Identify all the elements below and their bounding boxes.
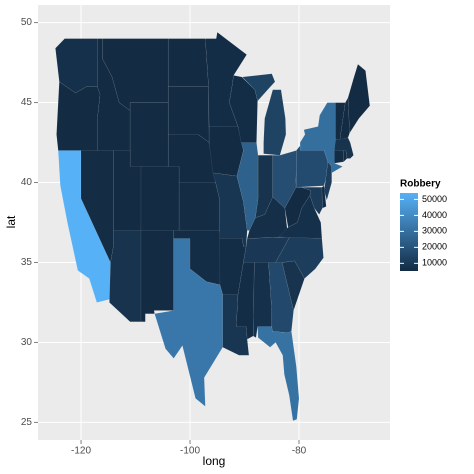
state-region xyxy=(56,81,101,151)
state-region xyxy=(129,102,169,167)
state-region xyxy=(154,238,223,407)
colorbar xyxy=(400,193,418,271)
y-tick-label: 35 xyxy=(21,257,33,268)
x-tick-label: -100 xyxy=(180,446,200,457)
state-region xyxy=(321,185,327,209)
legend-title: Robbery xyxy=(400,179,441,190)
y-axis-title: lat xyxy=(4,215,18,228)
state-region xyxy=(257,326,300,422)
state-region xyxy=(296,144,329,188)
state-region xyxy=(208,126,244,177)
x-axis-title: long xyxy=(203,454,226,468)
state-region xyxy=(241,73,276,102)
y-tick-label: 25 xyxy=(21,417,33,428)
colorbar-tick-label: 50000 xyxy=(422,194,447,204)
x-tick-label: -80 xyxy=(292,446,307,457)
state-region xyxy=(178,182,220,231)
y-tick-label: 45 xyxy=(21,97,33,108)
y-tick-label: 40 xyxy=(21,177,33,188)
colorbar-tick-label: 10000 xyxy=(422,258,447,268)
y-tick-label: 50 xyxy=(21,17,33,28)
state-region xyxy=(140,230,174,322)
state-region xyxy=(236,262,255,340)
y-tick-label: 30 xyxy=(21,337,33,348)
x-tick-label: -120 xyxy=(71,446,91,457)
state-region xyxy=(334,150,344,164)
colorbar-tick-label: 30000 xyxy=(422,226,447,236)
state-region xyxy=(263,89,287,156)
colorbar-tick-label: 40000 xyxy=(422,210,447,220)
state-region xyxy=(167,38,209,87)
state-region xyxy=(167,86,210,143)
state-region xyxy=(140,166,180,231)
state-region xyxy=(347,63,371,134)
colorbar-tick-label: 20000 xyxy=(422,242,447,252)
